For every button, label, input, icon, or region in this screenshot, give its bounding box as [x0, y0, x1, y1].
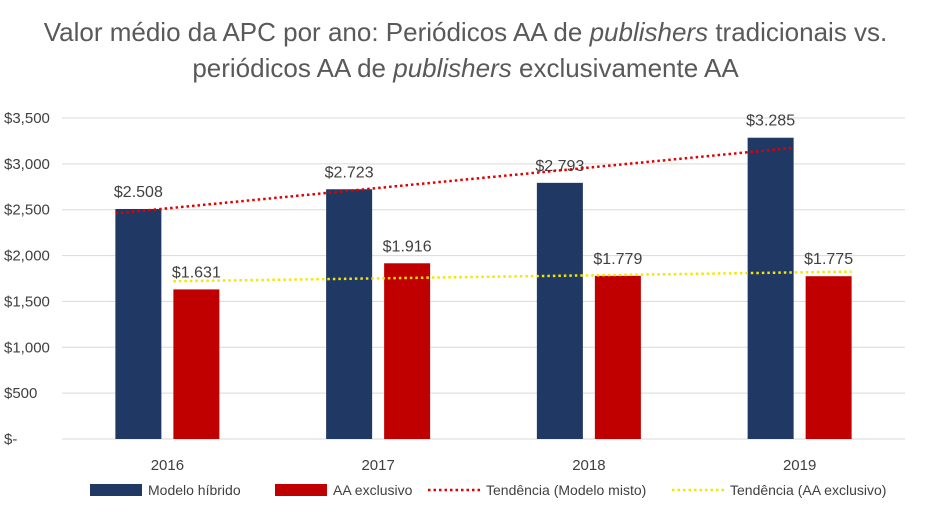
legend-label: Modelo híbrido	[148, 482, 241, 498]
y-tick-label: $1,000	[4, 339, 50, 356]
title-text-italic: publishers	[589, 17, 709, 47]
y-tick-label: $1,500	[4, 293, 50, 310]
bar-modelo-híbrido	[326, 189, 373, 439]
y-tick-label: $3,000	[4, 156, 50, 173]
chart-title: Valor médio da APC por ano: Periódicos A…	[0, 14, 931, 86]
data-label: $1.631	[172, 264, 221, 281]
data-label: $2.723	[325, 164, 374, 181]
bar-aa-exclusivo	[384, 263, 431, 439]
x-tick-label: 2019	[783, 457, 816, 474]
x-tick-label: 2016	[151, 457, 184, 474]
data-label: $2.508	[114, 184, 163, 201]
data-label: $1.916	[383, 238, 432, 255]
legend-swatch	[90, 484, 142, 496]
x-tick-label: 2018	[572, 457, 605, 474]
x-tick-label: 2017	[361, 457, 394, 474]
chart-title-line1: Valor médio da APC por ano: Periódicos A…	[0, 14, 931, 50]
title-text: Valor médio da APC por ano: Periódicos A…	[43, 17, 590, 47]
chart-title-line2: periódicos AA de publishers exclusivamen…	[0, 50, 931, 86]
legend-swatch	[275, 484, 327, 496]
y-tick-label: $2,000	[4, 248, 50, 265]
legend-label: Tendência (Modelo misto)	[486, 482, 646, 498]
title-text: periódicos AA de	[192, 53, 394, 83]
bar-modelo-híbrido	[536, 182, 583, 440]
y-tick-label: $-	[4, 431, 17, 448]
bar-modelo-híbrido	[747, 137, 794, 439]
y-tick-label: $3,500	[4, 110, 50, 127]
bar-aa-exclusivo	[594, 275, 641, 439]
legend-label: Tendência (AA exclusivo)	[730, 482, 886, 498]
data-label: $1.775	[804, 251, 853, 268]
trendline	[115, 146, 794, 215]
legend-label: AA exclusivo	[333, 482, 413, 498]
bar-aa-exclusivo	[805, 276, 852, 439]
y-tick-label: $500	[4, 385, 37, 402]
data-label: $1.779	[593, 251, 642, 268]
title-text: tradicionais vs.	[708, 17, 888, 47]
y-tick-label: $2,500	[4, 202, 50, 219]
bar-modelo-híbrido	[115, 208, 162, 439]
title-text-italic: publishers	[393, 53, 512, 83]
data-label: $2.793	[535, 158, 584, 175]
title-text: exclusivamente AA	[511, 53, 739, 83]
data-label: $3.285	[746, 113, 795, 130]
bar-aa-exclusivo	[173, 289, 220, 439]
